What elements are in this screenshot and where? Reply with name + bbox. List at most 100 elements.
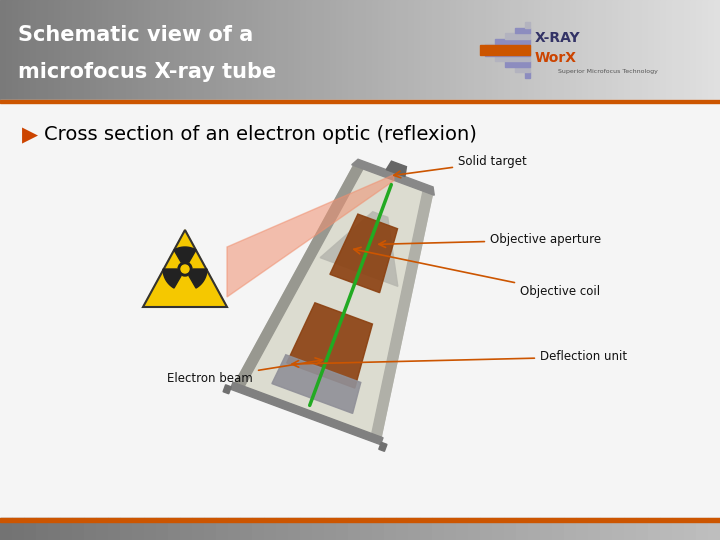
Bar xyxy=(480,0,487,100)
Bar xyxy=(84,518,96,540)
Bar xyxy=(696,518,708,540)
Bar xyxy=(690,0,697,100)
Bar xyxy=(300,518,312,540)
Bar xyxy=(456,0,463,100)
Polygon shape xyxy=(235,165,433,437)
Circle shape xyxy=(178,262,192,276)
Bar xyxy=(402,0,409,100)
Text: Objective aperture: Objective aperture xyxy=(379,233,601,247)
Bar xyxy=(276,0,283,100)
Polygon shape xyxy=(272,355,361,414)
Bar xyxy=(480,45,530,55)
Bar xyxy=(456,518,468,540)
Bar xyxy=(288,0,295,100)
Polygon shape xyxy=(227,175,394,297)
Bar xyxy=(642,0,649,100)
Bar xyxy=(84,0,91,100)
Bar xyxy=(192,518,204,540)
Text: Schematic view of a: Schematic view of a xyxy=(18,25,253,45)
Bar xyxy=(150,0,157,100)
Bar xyxy=(684,518,696,540)
Polygon shape xyxy=(525,72,530,78)
Bar xyxy=(360,0,367,100)
Bar xyxy=(18,0,25,100)
Bar xyxy=(108,0,115,100)
Bar xyxy=(594,0,601,100)
Bar xyxy=(270,0,277,100)
Bar xyxy=(648,518,660,540)
Bar xyxy=(288,518,300,540)
Polygon shape xyxy=(352,159,434,195)
Bar xyxy=(558,0,565,100)
Polygon shape xyxy=(372,191,433,437)
Bar xyxy=(144,0,151,100)
Bar xyxy=(174,0,181,100)
Bar xyxy=(384,0,391,100)
Bar xyxy=(6,0,13,100)
Bar xyxy=(222,0,229,100)
Bar xyxy=(576,0,583,100)
Bar xyxy=(72,518,84,540)
Text: X-RAY: X-RAY xyxy=(535,31,580,45)
Bar xyxy=(600,0,607,100)
Bar xyxy=(390,0,397,100)
Bar xyxy=(216,0,223,100)
Bar xyxy=(192,0,199,100)
Bar xyxy=(0,0,7,100)
Bar xyxy=(0,518,720,522)
Bar xyxy=(396,0,403,100)
Bar xyxy=(276,518,288,540)
Bar xyxy=(384,518,396,540)
Bar xyxy=(312,518,324,540)
Bar xyxy=(336,518,348,540)
Bar xyxy=(264,518,276,540)
Bar xyxy=(432,0,439,100)
Polygon shape xyxy=(143,230,227,307)
Text: Cross section of an electron optic (reflexion): Cross section of an electron optic (refl… xyxy=(44,125,477,145)
Polygon shape xyxy=(505,33,530,39)
Bar xyxy=(378,0,385,100)
Bar xyxy=(42,0,49,100)
Bar xyxy=(504,518,516,540)
Bar xyxy=(330,0,337,100)
Bar xyxy=(264,0,271,100)
Bar xyxy=(216,518,228,540)
Bar xyxy=(48,0,55,100)
Bar xyxy=(660,0,667,100)
Polygon shape xyxy=(495,56,530,61)
Bar xyxy=(144,518,156,540)
Bar xyxy=(492,518,504,540)
Bar xyxy=(486,0,493,100)
Bar xyxy=(102,0,109,100)
Bar xyxy=(438,0,445,100)
Bar xyxy=(678,0,685,100)
Bar xyxy=(684,0,691,100)
Bar xyxy=(180,0,187,100)
Bar xyxy=(708,518,720,540)
Bar xyxy=(498,0,505,100)
Bar xyxy=(120,0,127,100)
Text: Superior Microfocus Technology: Superior Microfocus Technology xyxy=(558,70,658,75)
Bar xyxy=(132,0,139,100)
Text: Objective coil: Objective coil xyxy=(354,247,600,299)
Bar xyxy=(258,0,265,100)
Bar xyxy=(420,518,432,540)
Polygon shape xyxy=(244,169,423,434)
Bar xyxy=(660,518,672,540)
Bar xyxy=(342,0,349,100)
Bar xyxy=(36,0,43,100)
Bar xyxy=(204,518,216,540)
Bar xyxy=(234,0,241,100)
Bar xyxy=(78,0,85,100)
Bar xyxy=(294,0,301,100)
Bar xyxy=(630,0,637,100)
Bar xyxy=(0,100,720,518)
Bar xyxy=(126,0,133,100)
Circle shape xyxy=(181,265,189,273)
Polygon shape xyxy=(495,39,530,44)
Bar xyxy=(348,0,355,100)
Bar xyxy=(198,0,205,100)
Bar xyxy=(180,518,192,540)
Text: microfocus X-ray tube: microfocus X-ray tube xyxy=(18,62,276,82)
Bar xyxy=(96,518,108,540)
